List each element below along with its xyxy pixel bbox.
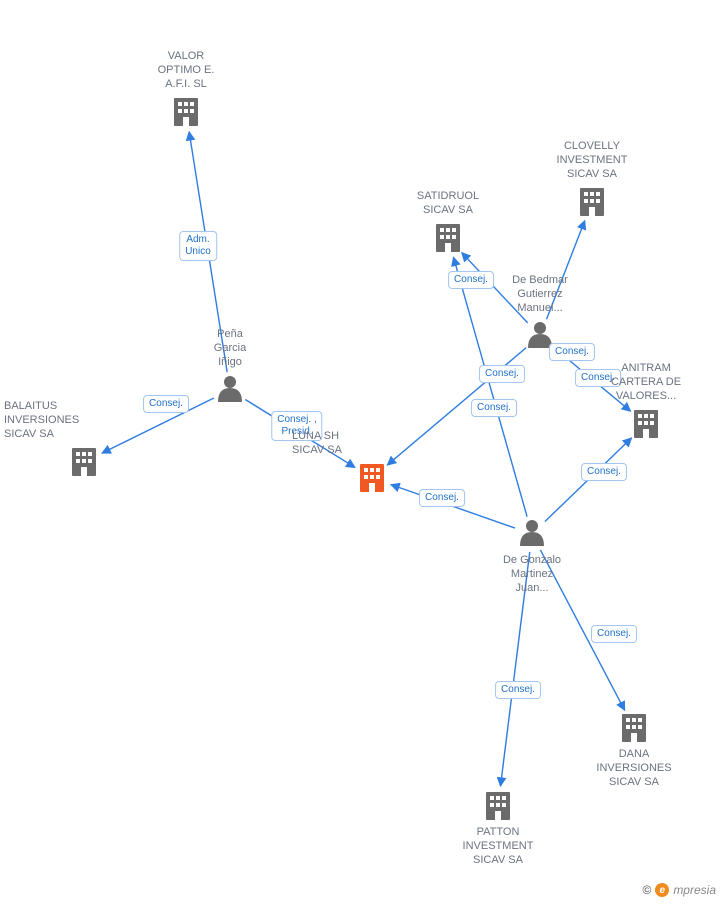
building-icon [72, 448, 96, 476]
person-icon [218, 376, 242, 402]
edge-label: Consej. [581, 463, 627, 481]
company-node[interactable] [622, 714, 646, 742]
brand-name: mpresia [673, 883, 716, 897]
node-label: LUNA SH SICAV SA [292, 430, 402, 458]
edge-label: Consej. [143, 395, 189, 413]
company-node[interactable] [174, 98, 198, 126]
edge-label: Consej. [419, 489, 465, 507]
node-label: DANA INVERSIONES SICAV SA [579, 748, 689, 789]
edge-label: Consej. [471, 399, 517, 417]
edge-label: Consej. [495, 681, 541, 699]
company-node[interactable] [634, 410, 658, 438]
person-node[interactable] [520, 520, 544, 546]
node-label: ANITRAM CARTERA DE VALORES... [591, 362, 701, 403]
node-label: De Bedmar Gutierrez Manuel... [485, 274, 595, 315]
company-node[interactable] [486, 792, 510, 820]
company-node[interactable] [360, 464, 384, 492]
edge-label: Consej. [591, 625, 637, 643]
building-icon [622, 714, 646, 742]
building-icon [174, 98, 198, 126]
building-icon [580, 188, 604, 216]
edge-label: Consej. [549, 343, 595, 361]
copyright: © e mpresia [642, 883, 716, 897]
node-label: Peña Garcia Iñigo [175, 328, 285, 369]
node-label: CLOVELLY INVESTMENT SICAV SA [537, 140, 647, 181]
node-label: VALOR OPTIMO E. A.F.I. SL [131, 50, 241, 91]
node-label: SATIDRUOL SICAV SA [393, 190, 503, 218]
node-label: De Gonzalo Martinez Juan... [477, 554, 587, 595]
building-icon [360, 464, 384, 492]
building-icon [436, 224, 460, 252]
company-node[interactable] [436, 224, 460, 252]
building-icon [486, 792, 510, 820]
node-label: PATTON INVESTMENT SICAV SA [443, 826, 553, 867]
copyright-symbol: © [642, 883, 651, 897]
edge-label: Consej. [479, 365, 525, 383]
person-node[interactable] [528, 322, 552, 348]
person-icon [528, 322, 552, 348]
edge-label: Adm. Unico [179, 231, 217, 261]
node-label: BALAITUS INVERSIONES SICAV SA [4, 400, 114, 441]
brand-logo-icon: e [655, 883, 669, 897]
building-icon [634, 410, 658, 438]
person-node[interactable] [218, 376, 242, 402]
person-icon [520, 520, 544, 546]
company-node[interactable] [72, 448, 96, 476]
company-node[interactable] [580, 188, 604, 216]
